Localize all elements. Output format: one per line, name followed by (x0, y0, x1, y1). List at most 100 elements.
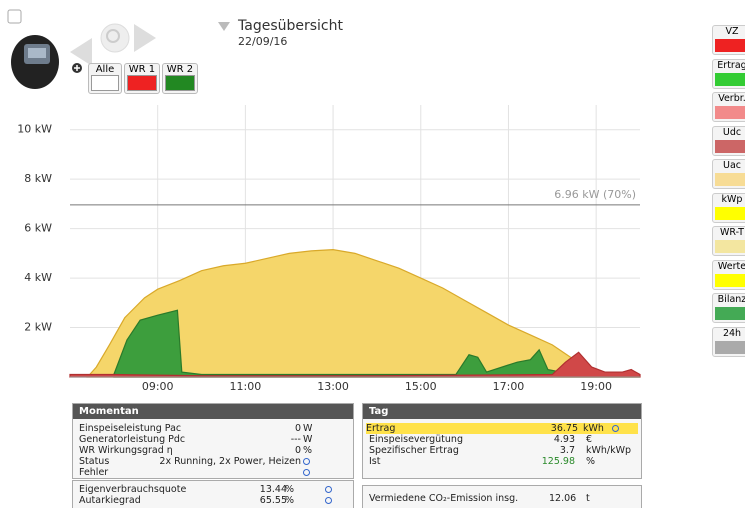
info-row: Generatorleistung Pdc --- W (79, 434, 347, 445)
filter-swatch (91, 75, 119, 91)
co2-panel: Vermiedene CO₂-Emission insg. 12.06 t (362, 485, 642, 508)
y-tick-label: 4 kW (24, 271, 52, 284)
filter-button[interactable]: WR 1 (124, 63, 160, 94)
info-row: Status 2x Running, 2x Power, Heizen (79, 456, 347, 467)
legend-button[interactable]: kWp (712, 192, 745, 223)
legend-swatch (715, 240, 745, 253)
info-row: Fehler (79, 467, 347, 478)
legend-button[interactable]: VZ (712, 25, 745, 55)
page-title: Tagesübersicht (237, 18, 343, 34)
legend-label: VZ (725, 26, 739, 37)
row-label: WR Wirkungsgrad η (79, 445, 173, 456)
info-row: Einspeisevergütung 4.93 € (369, 434, 635, 445)
legend-swatch (715, 173, 745, 186)
info-icon (325, 486, 332, 493)
row-label: Ertrag (366, 423, 396, 434)
row-value: 3.7 (559, 445, 575, 456)
legend-button[interactable]: Ertrag (712, 58, 745, 89)
y-tick-label: 6 kW (24, 222, 52, 235)
date: 22/09/16 (238, 35, 287, 48)
filter-label: Alle (95, 64, 115, 75)
row-unit: % (586, 456, 596, 467)
row-value: 65.55 (259, 495, 287, 506)
momentan-panel: Momentan Einspeiseleistung Pac 0 W Generato… (72, 403, 354, 479)
legend-button[interactable]: Uac (712, 159, 745, 189)
legend-button[interactable]: 24h (712, 326, 745, 357)
row-value: --- (290, 434, 301, 445)
legend-swatch (715, 106, 745, 119)
info-row: Vermiedene CO₂-Emission insg. 12.06 t (369, 493, 635, 504)
info-icon (612, 425, 619, 432)
reference-label: 6.96 kW (70%) (554, 188, 636, 201)
row-value: 0 (294, 445, 301, 456)
rows: Vermiedene CO₂-Emission insg. 12.06 t (363, 486, 641, 508)
info-icon (325, 497, 332, 504)
info-row: WR Wirkungsgrad η 0% (79, 445, 347, 456)
next-arrow[interactable] (134, 24, 156, 52)
filter-swatch (127, 75, 157, 91)
legend-swatch (715, 273, 745, 287)
filter-button[interactable]: Alle (88, 63, 122, 94)
filter-label: WR 1 (128, 64, 156, 75)
row-label: Autarkiegrad (79, 495, 141, 506)
rows: Ertrag 36.75 kWh Einspeisevergütung 4.93 € Spe… (363, 419, 641, 471)
prev-arrow[interactable] (70, 38, 92, 66)
info-row: Einspeiseleistung Pac 0 W (79, 423, 347, 434)
legend-button[interactable]: Udc (712, 125, 745, 156)
x-tick-label: 11:00 (230, 380, 262, 393)
filter-label: WR 2 (166, 64, 194, 75)
row-unit: € (586, 434, 593, 445)
legend-button[interactable]: Werte (712, 259, 745, 290)
legend-label: Ertrag (717, 59, 745, 71)
inverter-icon (11, 35, 59, 89)
legend-button[interactable]: WR-T (712, 226, 745, 256)
info-icon (303, 469, 310, 476)
zoom-button[interactable] (100, 23, 130, 53)
window-icon[interactable] (7, 9, 22, 24)
x-tick-label: 09:00 (142, 380, 174, 393)
legend-swatch (715, 340, 745, 354)
legend-label: WR-T (720, 227, 744, 238)
info-row: Spezifischer Ertrag 3.7 kWh/kWp (369, 445, 635, 456)
row-value: 0 (294, 423, 301, 434)
x-tick-label: 17:00 (493, 380, 525, 393)
row-unit: % (285, 495, 295, 506)
row-unit: kWh/kWp (586, 445, 632, 456)
row-label: Fehler (79, 467, 109, 478)
row-label: Einspeiseleistung Pac (79, 423, 182, 434)
row-label: Ist (369, 456, 381, 467)
filter-button[interactable]: WR 2 (162, 63, 198, 94)
row-label: Generatorleistung Pdc (79, 434, 186, 445)
legend-label: Bilanz (717, 294, 745, 305)
zoom-glyph (106, 29, 120, 43)
panel-title: Momentan (73, 404, 353, 419)
x-tick-label: 13:00 (317, 380, 349, 393)
rows: Einspeiseleistung Pac 0 W Generatorleistung… (73, 419, 353, 482)
row-unit: % (285, 484, 295, 495)
row-unit: t (586, 493, 590, 504)
row-label: Vermiedene CO₂-Emission insg. (369, 493, 519, 504)
legend-button[interactable]: Bilanz (712, 293, 745, 323)
x-tick-label: 19:00 (580, 380, 612, 393)
filter-swatch (165, 75, 195, 91)
info-row: Autarkiegrad 65.55% (79, 495, 347, 506)
y-tick-label: 10 kW (17, 123, 52, 136)
legend-button[interactable]: Verbr. (712, 92, 745, 122)
panel-title: Tag (363, 404, 641, 419)
legend-label: Uac (723, 160, 741, 171)
row-label: Status (79, 456, 110, 467)
legend-swatch (715, 307, 745, 320)
row-value: 4.93 (553, 434, 575, 445)
legend-swatch (715, 139, 745, 153)
row-value: 13.44 (259, 484, 287, 495)
legend-label: 24h (722, 327, 742, 339)
legend-label: Werte (717, 260, 745, 272)
row-unit: W (303, 423, 313, 434)
add-glyph (74, 65, 80, 71)
tag-panel: Tag Ertrag 36.75 kWh Einspeisevergütung 4.93… (362, 403, 642, 479)
quote-panel: Eigenverbrauchsquote 13.44% Autarkiegrad 65… (72, 480, 354, 508)
row-value: 125.98 (541, 456, 575, 467)
info-icon (303, 458, 310, 465)
collapse-arrow[interactable] (218, 22, 230, 31)
